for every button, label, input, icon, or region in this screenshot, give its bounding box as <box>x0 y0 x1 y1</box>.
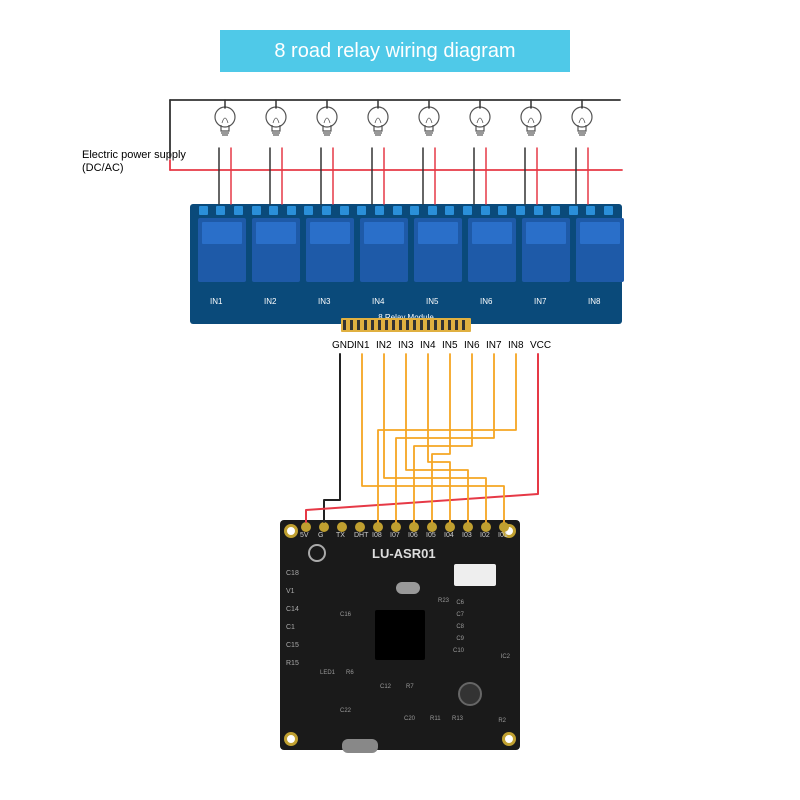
asr-component-label: C1 <box>286 624 295 631</box>
asr-pin-pad <box>427 522 437 532</box>
asr-pin-label: G <box>318 532 323 539</box>
comp-label: C7 <box>456 612 464 618</box>
relay-pin-label: GND <box>332 340 354 351</box>
relay-pin-label: IN7 <box>486 340 502 351</box>
asr-pin-label: DHT <box>354 532 368 539</box>
asr-pin-label: I03 <box>462 532 472 539</box>
bulb-icon <box>213 105 237 147</box>
relay-in-label: IN5 <box>426 297 438 306</box>
relay-module-board: IN1IN2IN3IN4IN5IN6IN7IN8 8 Relay Module <box>190 204 622 324</box>
asr-pin-label: I08 <box>372 532 382 539</box>
asr-controller-board: LU-ASR01 5V G TX DHT I08 I07 I06 I05 I04 I03 I02 I0… <box>280 520 520 750</box>
mounting-hole <box>502 732 516 746</box>
relay-pin-label: IN3 <box>398 340 414 351</box>
relay-screw-terminals <box>190 206 622 216</box>
usb-c-port <box>342 739 378 753</box>
relay-in-label: IN4 <box>372 297 384 306</box>
relay-pin-label: IN1 <box>354 340 370 351</box>
asr-pin-pad <box>391 522 401 532</box>
comp-label: IC2 <box>501 654 510 660</box>
relay-header-pins <box>341 318 471 332</box>
bulb-icon <box>315 105 339 147</box>
asr-pin-pad <box>319 522 329 532</box>
comp-label: C22 <box>340 708 351 714</box>
asr-component-label: C14 <box>286 606 299 613</box>
asr-pin-pad <box>463 522 473 532</box>
asr-pin-pad <box>445 522 455 532</box>
asr-component-label: R15 <box>286 660 299 667</box>
comp-label: C12 <box>380 684 391 690</box>
comp-label: C9 <box>456 636 464 642</box>
asr-pin-label: I07 <box>390 532 400 539</box>
relay-in-label: IN6 <box>480 297 492 306</box>
bulb-icon <box>468 105 492 147</box>
asr-pin-pad <box>499 522 509 532</box>
asr-board-name: LU-ASR01 <box>372 546 436 561</box>
asr-pin-label: I02 <box>480 532 490 539</box>
connector-jst <box>454 564 496 586</box>
relay-unit <box>468 218 516 282</box>
relay-in-label: IN8 <box>588 297 600 306</box>
board-logo-icon <box>308 544 326 562</box>
asr-pin-label: 5V <box>300 532 309 539</box>
asr-pin-pad <box>373 522 383 532</box>
asr-component-label: C15 <box>286 642 299 649</box>
asr-pin-label: I05 <box>426 532 436 539</box>
asr-pin-pad <box>337 522 347 532</box>
crystal-oscillator <box>396 582 420 594</box>
comp-label: R7 <box>406 684 414 690</box>
asr-component-label: V1 <box>286 588 295 595</box>
comp-label: R6 <box>346 670 354 676</box>
relay-in-label: IN2 <box>264 297 276 306</box>
relay-unit <box>522 218 570 282</box>
mcu-chip <box>375 610 425 660</box>
asr-pin-label: I04 <box>444 532 454 539</box>
bulb-icon <box>366 105 390 147</box>
relay-in-label: IN3 <box>318 297 330 306</box>
relay-unit <box>252 218 300 282</box>
relay-unit <box>306 218 354 282</box>
power-label-line2: (DC/AC) <box>82 162 124 174</box>
comp-label: C6 <box>456 600 464 606</box>
comp-label: R2 <box>498 718 506 724</box>
relay-pin-label: IN6 <box>464 340 480 351</box>
relay-unit <box>414 218 462 282</box>
relay-unit <box>198 218 246 282</box>
asr-pin-label: TX <box>336 532 345 539</box>
asr-pin-pad <box>481 522 491 532</box>
relay-in-label: IN7 <box>534 297 546 306</box>
bulb-icon <box>570 105 594 147</box>
relay-in-label: IN1 <box>210 297 222 306</box>
relay-pin-label: VCC <box>530 340 551 351</box>
comp-label: C10 <box>453 648 464 654</box>
asr-pin-label: I06 <box>408 532 418 539</box>
comp-label: C20 <box>404 716 415 722</box>
comp-label: R23 <box>438 598 449 604</box>
relay-unit <box>576 218 624 282</box>
relay-pin-label: IN5 <box>442 340 458 351</box>
relay-unit <box>360 218 408 282</box>
relay-pin-label: IN4 <box>420 340 436 351</box>
power-supply-label: Electric power supply (DC/AC) <box>82 149 186 175</box>
asr-pin-pad <box>301 522 311 532</box>
relay-pin-label: IN8 <box>508 340 524 351</box>
diagram-title: 8 road relay wiring diagram <box>220 30 570 72</box>
relay-pin-label: IN2 <box>376 340 392 351</box>
mounting-hole <box>284 524 298 538</box>
comp-label: R13 <box>452 716 463 722</box>
bulb-icon <box>519 105 543 147</box>
power-label-line1: Electric power supply <box>82 149 186 161</box>
asr-pin-pad <box>409 522 419 532</box>
comp-label: R11 <box>430 716 441 722</box>
microphone-icon <box>458 682 482 706</box>
bulb-icon <box>264 105 288 147</box>
asr-component-label: C18 <box>286 570 299 577</box>
mounting-hole <box>284 732 298 746</box>
asr-pin-pad <box>355 522 365 532</box>
comp-label: C8 <box>456 624 464 630</box>
bulb-icon <box>417 105 441 147</box>
asr-pin-label: I01 <box>498 532 508 539</box>
comp-label: C16 <box>340 612 351 618</box>
comp-label: LED1 <box>320 670 335 676</box>
